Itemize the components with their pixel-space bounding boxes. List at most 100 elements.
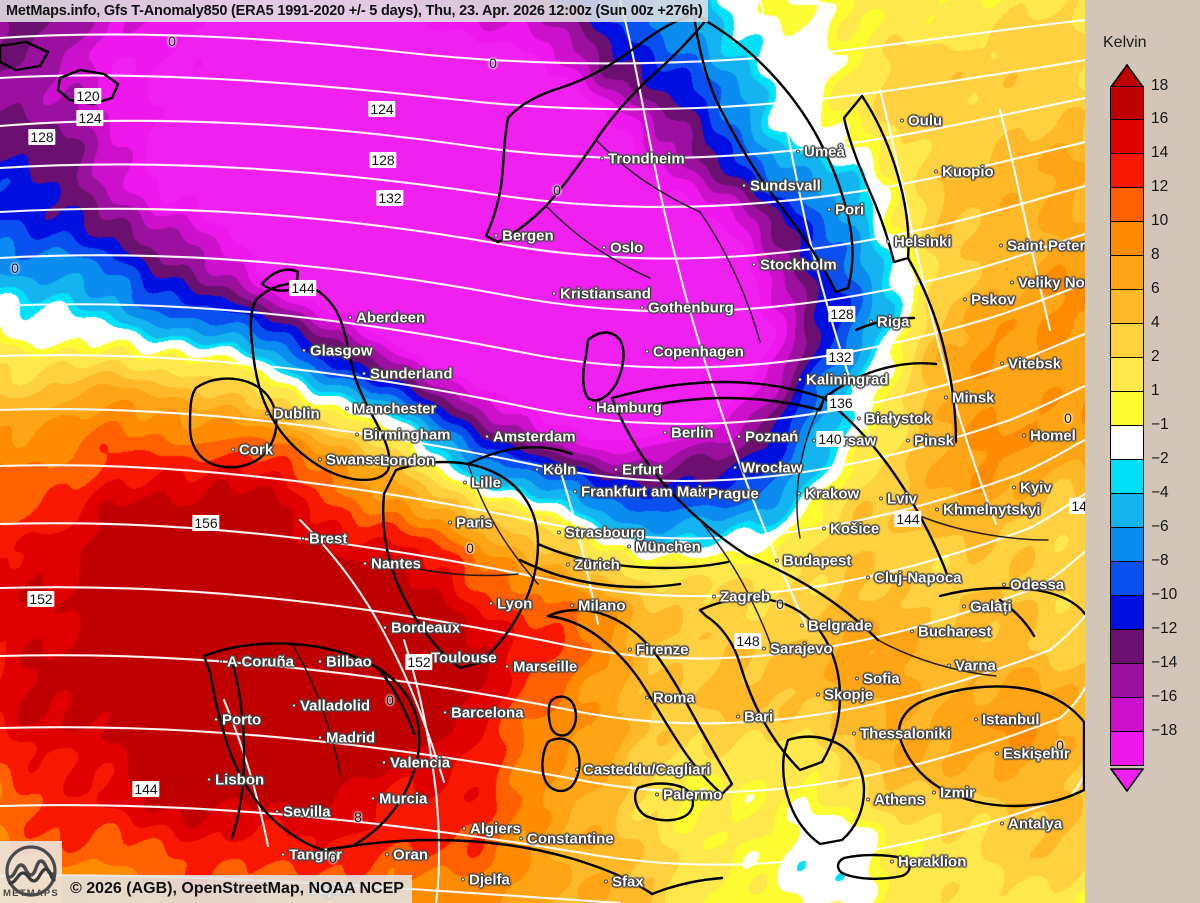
city-label-text: Valencia <box>390 754 451 772</box>
city-label-text: Madrid <box>326 729 376 747</box>
city-label: Berlin <box>663 425 714 442</box>
contour-label: 128 <box>28 129 56 145</box>
city-marker-icon <box>655 792 659 797</box>
city-label-text: Nantes <box>371 555 422 573</box>
city-label-text: Varna <box>955 657 996 675</box>
city-marker-icon <box>712 594 716 599</box>
city-label-text: Sunderland <box>370 365 453 383</box>
city-label-text: Tangier <box>289 846 343 864</box>
city-marker-icon <box>382 760 386 765</box>
contour-label: 152 <box>405 654 433 670</box>
city-marker-icon <box>1022 433 1026 438</box>
city-label: Copenhagen <box>645 344 744 361</box>
city-label-text: Toulouse <box>431 649 497 667</box>
city-label-text: Bergen <box>502 227 554 245</box>
city-label-text: Galați <box>970 598 1012 616</box>
city-label-text: Bari <box>744 708 774 726</box>
city-label: Budapest <box>775 553 851 570</box>
city-label-text: Berlin <box>671 424 714 442</box>
colorbar-tick-label: −8 <box>1151 552 1169 569</box>
city-label-text: Prague <box>708 485 759 503</box>
city-label: Brest <box>301 531 347 548</box>
city-label-text: Sundsvall <box>750 177 821 195</box>
colorbar-tick-label: 1 <box>1151 382 1160 399</box>
city-label-text: Copenhagen <box>653 343 744 361</box>
city-label: Casteddu/Cagliari <box>575 762 711 779</box>
colorbar-cell: 1 <box>1111 382 1160 426</box>
colorbar: 18 16 14 12 10 8 6 4 2 1 −1 −2 −4 −6 −8 −10 −12 −14 −16 −18 <box>1110 64 1177 864</box>
city-marker-icon <box>494 233 498 238</box>
city-marker-icon <box>947 663 951 668</box>
city-label-text: Istanbul <box>982 711 1040 729</box>
city-label-text: Antalya <box>1008 815 1063 833</box>
city-marker-icon <box>345 406 349 411</box>
city-marker-icon <box>737 434 741 439</box>
city-label-text: Birmingham <box>363 426 451 444</box>
contour-label: 128 <box>369 152 397 168</box>
city-label: Valladolid <box>292 698 370 715</box>
city-label-text: Kaliningrad <box>806 371 889 389</box>
city-label-text: Murcia <box>379 790 428 808</box>
city-label-text: A Coruña <box>227 653 294 671</box>
city-label-text: Poznań <box>745 428 799 446</box>
city-label: Veliky Novgorod <box>1010 275 1085 292</box>
attribution-text: © 2026 (AGB), OpenStreetMap, NOAA NCEP <box>70 880 404 897</box>
city-label-text: Sofia <box>863 670 900 688</box>
attribution-bar: © 2026 (AGB), OpenStreetMap, NOAA NCEP <box>62 875 412 903</box>
city-marker-icon <box>604 879 608 884</box>
colorbar-cell: 4 <box>1111 314 1160 358</box>
city-label: Lisbon <box>207 772 264 789</box>
city-label: Amsterdam <box>485 429 576 446</box>
colorbar-tick-label: 16 <box>1151 110 1169 127</box>
city-label-text: Frankfurt am Main <box>581 483 712 501</box>
city-marker-icon <box>318 659 322 664</box>
svg-text:METMAPS: METMAPS <box>3 888 59 899</box>
contour-label: 0 <box>329 850 337 866</box>
city-marker-icon <box>362 371 366 376</box>
city-label: Constantine <box>519 831 614 848</box>
city-marker-icon <box>318 735 322 740</box>
colorbar-cell: −18 <box>1111 722 1177 766</box>
colorbar-tick-label: 18 <box>1151 77 1169 94</box>
city-label: Antalya <box>1000 816 1062 833</box>
city-label-text: Erfurt <box>622 461 663 479</box>
city-label: Thessaloniki <box>852 726 951 743</box>
map-viewport[interactable]: Oulu Umeå Trondheim Kuopio Sundsvall Pori Berg… <box>0 0 1085 903</box>
city-label-text: Constantine <box>527 830 614 848</box>
city-label: Poznań <box>737 429 798 446</box>
city-marker-icon <box>372 458 376 463</box>
city-label: Trondheim <box>600 151 685 168</box>
city-label: Istanbul <box>974 712 1040 729</box>
city-label: Cork <box>231 442 273 459</box>
city-label: Varna <box>947 658 996 675</box>
city-marker-icon <box>963 297 967 302</box>
city-label: Sevilla <box>275 804 331 821</box>
city-label: Milano <box>570 598 626 615</box>
coastlines-and-contours <box>0 12 1085 896</box>
city-label-text: Lyon <box>497 595 533 613</box>
city-label: Saint Petersburg <box>999 238 1085 255</box>
city-label-text: München <box>635 538 701 556</box>
city-label: Bordeaux <box>383 620 460 637</box>
city-label: Minsk <box>944 390 995 407</box>
colorbar-tick-label: 12 <box>1151 178 1169 195</box>
contour-label: 124 <box>368 101 396 117</box>
colorbar-tick-label: −14 <box>1151 654 1178 671</box>
city-label: Valencia <box>382 755 450 772</box>
map-title-bar: MetMaps.info, Gfs T-Anomaly850 (ERA5 199… <box>0 0 709 22</box>
metmaps-logo[interactable]: METMAPS <box>0 841 62 903</box>
city-label: Zagreb <box>712 589 770 606</box>
colorbar-tick-label: −4 <box>1151 484 1169 501</box>
colorbar-tick-label: −10 <box>1151 586 1178 603</box>
city-label: Barcelona <box>443 705 524 722</box>
city-label: Košice <box>822 521 879 538</box>
city-label: Sundsvall <box>742 178 821 195</box>
city-label: Aberdeen <box>348 310 425 327</box>
city-label: Toulouse <box>423 650 497 667</box>
city-marker-icon <box>489 601 493 606</box>
city-marker-icon <box>588 405 592 410</box>
city-label-text: Sfax <box>612 873 644 891</box>
city-label: Cluj-Napoca <box>866 570 962 587</box>
city-marker-icon <box>974 717 978 722</box>
